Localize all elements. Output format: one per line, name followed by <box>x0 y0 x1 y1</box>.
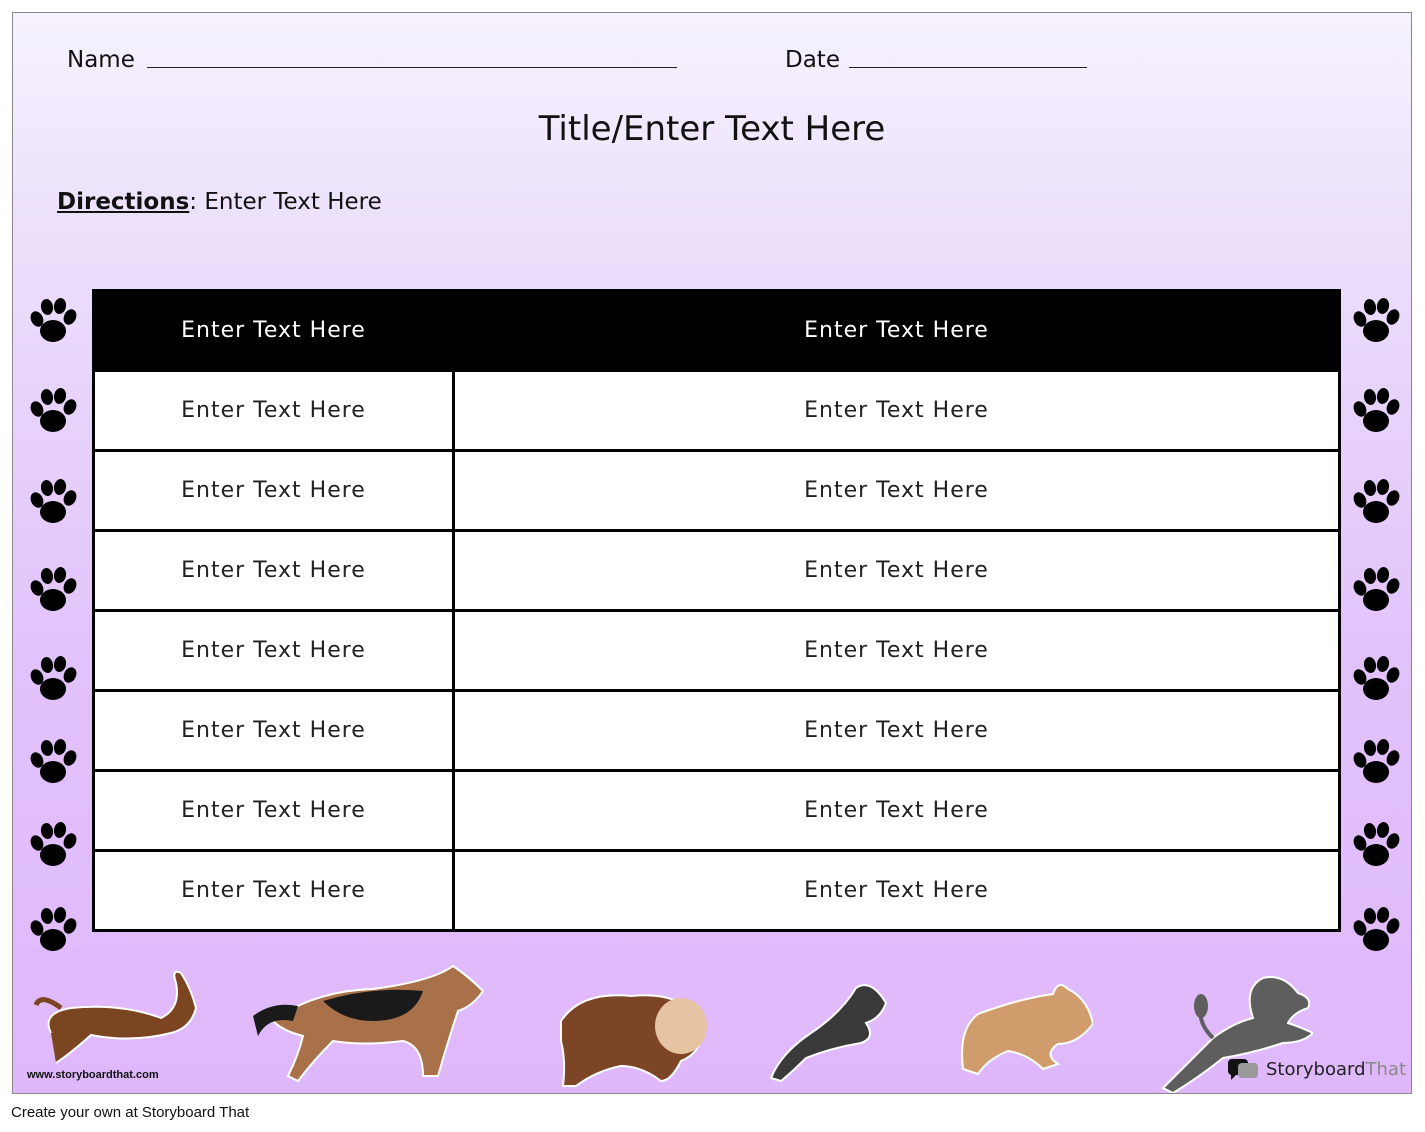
bulldog-image <box>560 994 707 1087</box>
table-row: Enter Text Here Enter Text Here <box>92 529 1341 612</box>
table-cell[interactable]: Enter Text Here <box>92 609 455 692</box>
table-row: Enter Text Here Enter Text Here <box>92 449 1341 532</box>
table-cell[interactable]: Enter Text Here <box>92 849 455 932</box>
table-cell[interactable]: Enter Text Here <box>452 849 1341 932</box>
paw-print-icon <box>28 564 78 616</box>
date-label: Date <box>785 47 840 73</box>
table-cell[interactable]: Enter Text Here <box>92 369 455 452</box>
paw-print-icon <box>1351 476 1401 528</box>
paw-print-icon <box>28 385 78 437</box>
table-cell[interactable]: Enter Text Here <box>92 689 455 772</box>
table-cell[interactable]: Enter Text Here <box>452 369 1341 452</box>
paw-print-icon <box>28 653 78 705</box>
paw-print-icon <box>28 904 78 956</box>
table-row: Enter Text Here Enter Text Here <box>92 609 1341 692</box>
footer-link[interactable]: Create your own at Storyboard That <box>11 1104 250 1121</box>
table-cell[interactable]: Enter Text Here <box>452 529 1341 612</box>
paw-print-icon <box>28 736 78 788</box>
directions-separator: : <box>189 189 198 215</box>
speech-bubbles-icon <box>1228 1059 1258 1080</box>
schnauzer-image <box>769 984 888 1083</box>
paw-print-icon <box>1351 295 1401 347</box>
table-cell[interactable]: Enter Text Here <box>452 609 1341 692</box>
table-cell[interactable]: Enter Text Here <box>92 529 455 612</box>
table-cell[interactable]: Enter Text Here <box>92 449 455 532</box>
table-cell[interactable]: Enter Text Here <box>92 769 455 852</box>
table-row: Enter Text Here Enter Text Here <box>92 769 1341 852</box>
directions[interactable]: Directions: Enter Text Here <box>57 189 382 215</box>
paw-print-icon <box>28 476 78 528</box>
storyboardthat-logo: StoryboardThat <box>1228 1057 1406 1081</box>
french-bulldog-image <box>961 984 1093 1076</box>
directions-label: Directions <box>57 189 190 215</box>
paw-print-icon <box>1351 564 1401 616</box>
paw-print-icon <box>28 295 78 347</box>
paw-print-icon <box>1351 904 1401 956</box>
logo-text-storyboard: Storyboard <box>1266 1058 1366 1080</box>
table-row: Enter Text Here Enter Text Here <box>92 849 1341 932</box>
table-cell[interactable]: Enter Text Here <box>452 769 1341 852</box>
directions-text: Enter Text Here <box>204 189 382 215</box>
poodle-image <box>1161 976 1313 1093</box>
page-title[interactable]: Title/Enter Text Here <box>538 109 886 149</box>
logo-text-that: That <box>1365 1058 1407 1080</box>
table-row: Enter Text Here Enter Text Here <box>92 689 1341 772</box>
german-shepherd-image <box>253 964 485 1083</box>
table-header-cell[interactable]: Enter Text Here <box>452 289 1341 372</box>
table-cell[interactable]: Enter Text Here <box>452 449 1341 532</box>
dachshund-image <box>33 970 198 1064</box>
table-cell[interactable]: Enter Text Here <box>452 689 1341 772</box>
watermark: www.storyboardthat.com <box>27 1069 159 1081</box>
table-row: Enter Text Here Enter Text Here <box>92 369 1341 452</box>
date-field-line[interactable] <box>849 67 1087 68</box>
paw-print-icon <box>1351 653 1401 705</box>
paw-print-icon <box>28 819 78 871</box>
table-header-cell[interactable]: Enter Text Here <box>92 289 455 372</box>
paw-print-icon <box>1351 819 1401 871</box>
name-field-line[interactable] <box>147 67 677 68</box>
paw-print-icon <box>1351 736 1401 788</box>
worksheet-table: Enter Text Here Enter Text Here Enter Te… <box>92 289 1341 932</box>
worksheet: Name Date Title/Enter Text Here Directio… <box>12 12 1412 1094</box>
paw-print-icon <box>1351 385 1401 437</box>
table-header-row: Enter Text Here Enter Text Here <box>92 289 1341 372</box>
name-label: Name <box>67 47 135 73</box>
